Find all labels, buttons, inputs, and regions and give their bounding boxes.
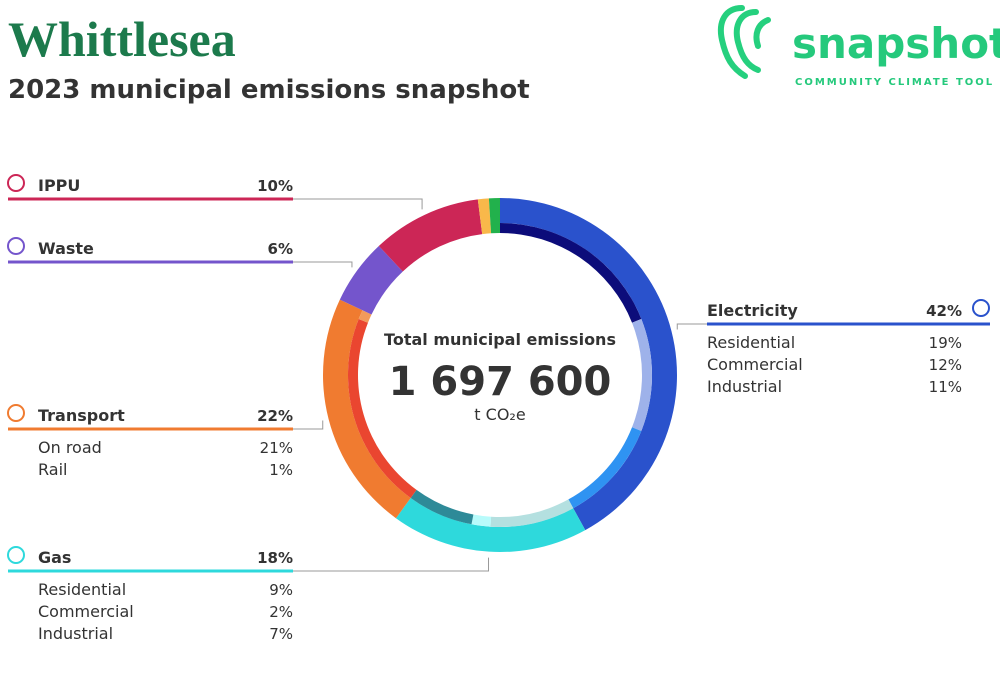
sector-value: 42%: [926, 302, 962, 320]
leader-line: [676, 323, 707, 330]
sector-name: Electricity: [707, 301, 798, 320]
subsector-name: Industrial: [707, 377, 782, 396]
subsector-name: Residential: [38, 580, 126, 599]
subsector-name: Residential: [707, 333, 795, 352]
subsector-value: 12%: [929, 356, 962, 374]
leader-line: [293, 420, 324, 430]
sector-icon: [7, 546, 25, 564]
sector-value: 10%: [257, 177, 293, 195]
leader-line: [293, 198, 423, 210]
logo-name: snapshot: [792, 19, 1000, 68]
title: Whittlesea: [8, 11, 236, 67]
logo: [718, 5, 771, 79]
subsector-value: 2%: [269, 603, 293, 621]
subsector-arc: [358, 310, 372, 323]
sector-name: Gas: [38, 548, 71, 567]
subsector-name: Industrial: [38, 624, 113, 643]
total: 1 697 600: [389, 359, 612, 405]
sector-icon: [7, 174, 25, 192]
subtitle: 2023 municipal emissions snapshot: [8, 75, 530, 105]
sector-name: Transport: [38, 406, 125, 425]
subsector-arc: [410, 489, 474, 525]
sector-value: 6%: [268, 240, 293, 258]
subsector-arc: [500, 223, 642, 323]
subsector-value: 21%: [260, 439, 293, 457]
subsector-value: 1%: [269, 461, 293, 479]
subsector-arc: [568, 427, 642, 509]
subsector-name: Commercial: [38, 602, 134, 621]
leader-line: [293, 261, 353, 268]
sector-arc: [323, 299, 411, 519]
sector-icon: [972, 299, 990, 317]
subsector-arc: [348, 319, 417, 498]
sector-value: 18%: [257, 549, 293, 567]
logo-tagline: COMMUNITY CLIMATE TOOL: [795, 77, 994, 88]
logo-mark: [753, 17, 771, 49]
sector-icon: [7, 237, 25, 255]
subsector-value: 11%: [929, 378, 962, 396]
subsector-value: 19%: [929, 334, 962, 352]
subsector-arc: [632, 319, 653, 431]
sector-value: 22%: [257, 407, 293, 425]
unit: t CO₂e: [474, 405, 525, 424]
sector-arc: [488, 198, 500, 234]
logo-mark: [718, 5, 748, 79]
subsector-value: 9%: [269, 581, 293, 599]
leader-line: [293, 557, 490, 572]
sector-icon: [7, 404, 25, 422]
subsector-name: Rail: [38, 460, 67, 479]
center-label: Total municipal emissions: [384, 330, 616, 349]
subsector-value: 7%: [269, 625, 293, 643]
sector-name: IPPU: [38, 176, 80, 195]
logo-mark: [733, 9, 761, 73]
sector-arc: [395, 497, 586, 552]
subsector-name: On road: [38, 438, 102, 457]
sector-arc: [500, 198, 677, 531]
subsector-name: Commercial: [707, 355, 803, 374]
sector-arc: [339, 245, 403, 315]
subsector-arc: [490, 499, 574, 528]
sector-arc: [378, 199, 483, 272]
sector-name: Waste: [38, 239, 94, 258]
subsector-arc: [471, 514, 492, 527]
sector-arc: [477, 198, 492, 235]
